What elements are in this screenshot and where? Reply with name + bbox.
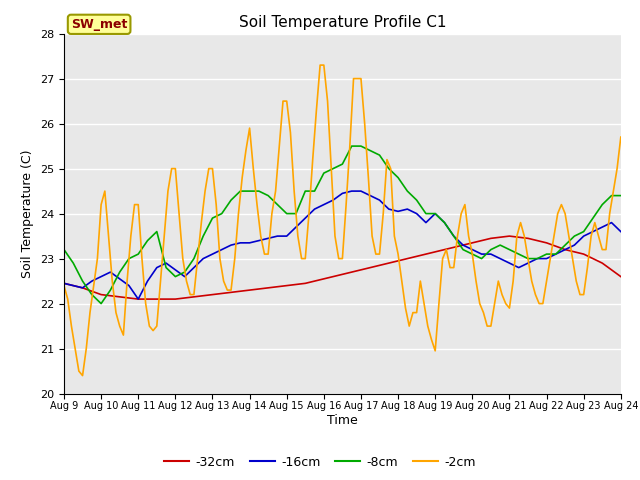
Title: Soil Temperature Profile C1: Soil Temperature Profile C1 [239,15,446,30]
Text: SW_met: SW_met [71,18,127,31]
Legend: -32cm, -16cm, -8cm, -2cm: -32cm, -16cm, -8cm, -2cm [159,451,481,474]
X-axis label: Time: Time [327,414,358,427]
Y-axis label: Soil Temperature (C): Soil Temperature (C) [22,149,35,278]
